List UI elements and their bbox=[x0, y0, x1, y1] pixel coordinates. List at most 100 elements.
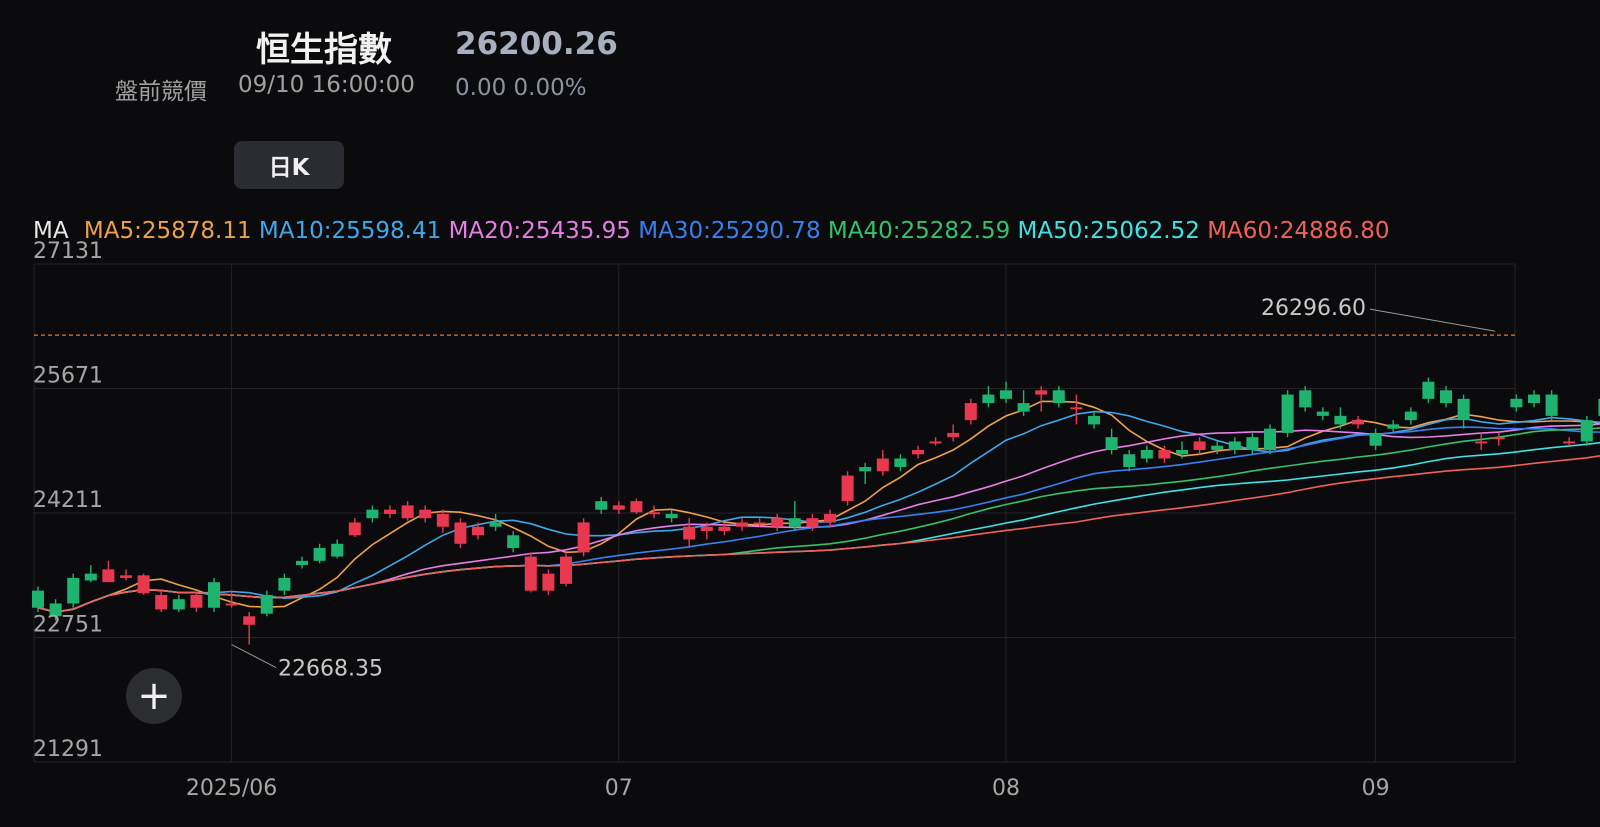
candle-body bbox=[278, 577, 291, 591]
candle-body bbox=[1299, 390, 1312, 408]
y-tick-label: 25671 bbox=[33, 364, 103, 389]
candle-body bbox=[1457, 398, 1470, 421]
candle-body bbox=[243, 616, 256, 625]
candle-body bbox=[208, 582, 220, 608]
candle-body bbox=[595, 501, 608, 510]
candle-body bbox=[1510, 398, 1523, 408]
candle-body bbox=[894, 458, 907, 468]
chart-grid bbox=[33, 263, 1516, 763]
candle-body bbox=[120, 575, 132, 578]
ma-legend-ma30: MA30:25290.78 bbox=[638, 218, 821, 244]
candle-body bbox=[630, 501, 643, 513]
candle-body bbox=[912, 449, 924, 455]
candle-body bbox=[102, 569, 115, 583]
ma20-line bbox=[37, 423, 1600, 613]
y-tick-label: 22751 bbox=[33, 613, 103, 638]
candle-body bbox=[806, 518, 819, 527]
low-marker-label: 22668.35 bbox=[278, 657, 383, 682]
candle-body bbox=[366, 509, 379, 519]
candle-body bbox=[1404, 411, 1417, 421]
candle-body bbox=[683, 526, 696, 540]
candle-body bbox=[1352, 420, 1364, 425]
y-tick-label: 24211 bbox=[33, 488, 103, 513]
candle-body bbox=[1035, 390, 1048, 395]
candle-body bbox=[700, 526, 713, 531]
candle-body bbox=[49, 603, 62, 617]
page-title: 恒生指數 bbox=[256, 30, 392, 70]
candle-body bbox=[1281, 394, 1294, 433]
y-tick-label: 21291 bbox=[33, 737, 103, 762]
candle-body bbox=[1000, 390, 1012, 399]
ma40-line bbox=[37, 427, 1600, 613]
candle-body bbox=[1211, 445, 1224, 450]
ma60-line bbox=[37, 454, 1600, 613]
candle-body bbox=[841, 475, 854, 502]
candle-body bbox=[788, 518, 801, 527]
candle-body bbox=[665, 513, 678, 519]
candle-body bbox=[1492, 437, 1505, 440]
index-price: 26200.26 bbox=[455, 26, 618, 62]
candle-body bbox=[1070, 407, 1083, 410]
candle-body bbox=[560, 556, 572, 584]
candle-body bbox=[67, 577, 80, 604]
candle-body bbox=[1334, 415, 1347, 425]
ma10-line bbox=[37, 410, 1600, 613]
timestamp: 09/10 16:00:00 bbox=[238, 72, 415, 98]
candle-body bbox=[876, 458, 889, 472]
candle-body bbox=[1422, 381, 1435, 399]
x-tick-label: 07 bbox=[605, 776, 633, 801]
candle-body bbox=[964, 403, 977, 421]
plus-icon: + bbox=[137, 673, 171, 719]
candle-body bbox=[1140, 449, 1153, 459]
candle-body bbox=[190, 594, 203, 608]
x-tick-label: 2025/06 bbox=[186, 776, 277, 801]
candle-body bbox=[577, 522, 590, 553]
candle-body bbox=[1246, 437, 1259, 450]
candle-body bbox=[1052, 390, 1065, 404]
candle-body bbox=[1528, 394, 1540, 404]
candle-body bbox=[1387, 424, 1400, 429]
candle-body bbox=[771, 518, 784, 527]
candle-body bbox=[313, 548, 326, 561]
candle-body bbox=[1580, 420, 1593, 442]
candle-body bbox=[1440, 390, 1452, 404]
candle-body bbox=[947, 432, 960, 438]
candle-body bbox=[1017, 403, 1030, 412]
candle-body bbox=[401, 505, 414, 519]
candle-body bbox=[1158, 449, 1171, 459]
candle-body bbox=[472, 526, 484, 536]
candle-body bbox=[1598, 398, 1600, 416]
zoom-in-button[interactable]: + bbox=[126, 668, 182, 724]
x-tick-label: 09 bbox=[1362, 776, 1390, 801]
price-markers: 26296.60 22668.35 bbox=[34, 296, 1515, 682]
candle-body bbox=[929, 441, 942, 444]
high-marker-label: 26296.60 bbox=[1261, 296, 1366, 321]
candle-body bbox=[1123, 454, 1136, 468]
candle-body bbox=[1316, 411, 1329, 416]
candle-body bbox=[612, 505, 625, 510]
tab-daily-k[interactable]: 日K bbox=[234, 141, 344, 189]
candle-body bbox=[718, 526, 731, 531]
ma30-line bbox=[37, 426, 1600, 613]
ma-legend-ma5: MA5:25878.11 bbox=[83, 218, 252, 244]
ma-legend-ma40: MA40:25282.59 bbox=[827, 218, 1011, 244]
candle-body bbox=[331, 543, 344, 557]
candle-body bbox=[419, 509, 432, 519]
candle-body bbox=[507, 535, 520, 549]
candle-body bbox=[648, 512, 660, 515]
candle-body bbox=[436, 513, 449, 527]
candle-body bbox=[225, 603, 238, 606]
candle-body bbox=[1088, 415, 1100, 425]
candle-body bbox=[736, 522, 748, 527]
ma-legend-ma50: MA50:25062.52 bbox=[1017, 218, 1200, 244]
candle-body bbox=[1176, 449, 1188, 455]
ma-legend-prefix: MA bbox=[33, 218, 69, 244]
candle-body bbox=[384, 509, 396, 514]
low-marker-leader bbox=[231, 644, 277, 668]
candle-body bbox=[155, 594, 168, 610]
ma-legend-ma10: MA10:25598.41 bbox=[258, 218, 442, 244]
candle-body bbox=[348, 522, 361, 536]
high-marker-leader bbox=[1369, 308, 1495, 332]
axis-labels: 27131 25671 24211 22751 21291 2025/06 07 08 09 bbox=[33, 239, 1390, 801]
